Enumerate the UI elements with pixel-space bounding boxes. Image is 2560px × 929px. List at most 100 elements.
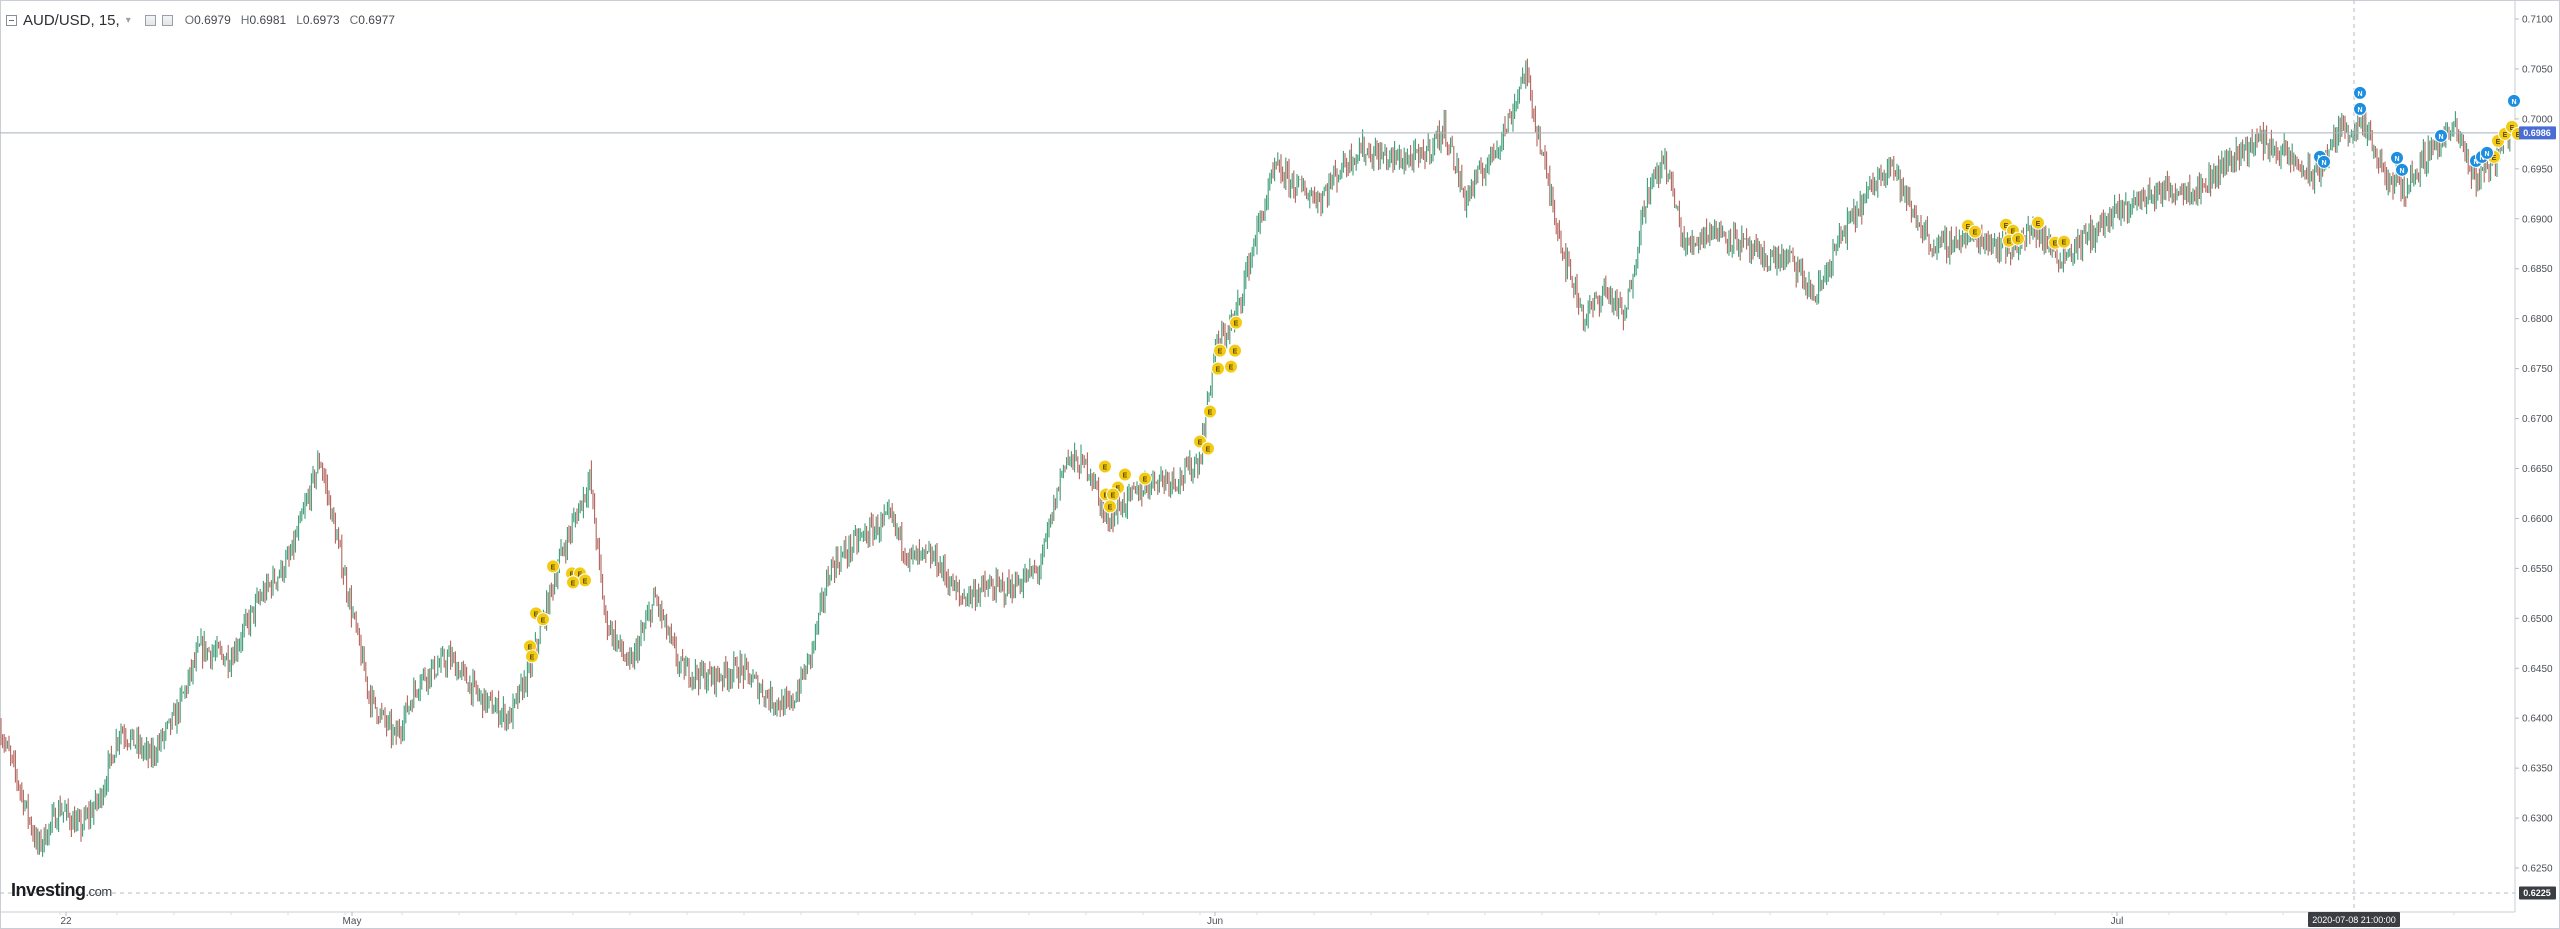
symbol-label[interactable]: AUD/USD, 15,	[23, 11, 120, 29]
close-value: 0.6977	[358, 13, 395, 27]
event-marker-label: E	[1116, 485, 1121, 492]
event-marker-label: E	[570, 571, 575, 578]
economic-event-marker[interactable]: E	[525, 649, 539, 664]
economic-marker-circle	[1968, 224, 1982, 239]
event-marker-label: E	[2062, 240, 2067, 247]
event-marker-label: E	[1111, 492, 1116, 499]
news-event-marker[interactable]: N	[2353, 101, 2367, 116]
high-label: H	[240, 13, 250, 27]
economic-event-marker[interactable]: E	[566, 575, 580, 590]
economic-event-marker[interactable]: E	[1228, 343, 1242, 358]
price-tick-label: 0.7000	[2522, 114, 2553, 125]
event-marker-label: E	[2004, 223, 2009, 230]
economic-marker-circle	[1228, 343, 1242, 358]
economic-event-marker[interactable]: E	[1968, 224, 1982, 239]
event-marker-label: E	[578, 571, 583, 578]
economic-event-marker[interactable]: E	[2011, 231, 2025, 246]
event-marker-label: N	[2394, 156, 2399, 163]
news-marker-circle	[2353, 101, 2367, 116]
economic-event-marker[interactable]: E	[1106, 487, 1120, 502]
economic-event-marker[interactable]: E	[1229, 315, 1243, 330]
economic-marker-circle	[1138, 471, 1152, 486]
event-marker-label: E	[1216, 367, 1221, 374]
event-marker-label: E	[1206, 447, 1211, 454]
ohlc-values: O0.6979 H0.6981 L0.6973 C0.6977	[185, 13, 395, 27]
event-marker-label: E	[541, 617, 546, 624]
economic-marker-circle	[1098, 459, 1112, 474]
economic-event-marker[interactable]: E	[1211, 361, 1225, 376]
chart-legend: AUD/USD, 15, ▾ O0.6979 H0.6981 L0.6973 C…	[6, 10, 395, 30]
economic-event-marker[interactable]: E	[1213, 343, 1227, 358]
news-marker-circle	[2480, 145, 2494, 160]
event-marker-label: E	[2016, 237, 2021, 244]
economic-event-marker[interactable]: E	[1138, 471, 1152, 486]
news-marker-circle	[2395, 162, 2409, 177]
time-axis-labels: 22 May Jun Jul	[59, 912, 2455, 927]
economic-event-marker[interactable]: E	[1201, 441, 1215, 456]
news-event-marker[interactable]: N	[2395, 162, 2409, 177]
event-marker-label: E	[528, 644, 533, 651]
economic-marker-circle	[566, 575, 580, 590]
news-event-marker[interactable]: N	[2317, 154, 2331, 169]
price-tick-label: 0.6850	[2522, 264, 2553, 275]
event-marker-label: E	[2492, 155, 2497, 162]
time-tick-label: 22	[60, 916, 72, 927]
event-marker-label: E	[1123, 472, 1128, 479]
crosshair-time-label: 2020-07-08 21:00:00	[2312, 915, 2396, 925]
economic-marker-circle	[1229, 315, 1243, 330]
economic-marker-circle	[1213, 343, 1227, 358]
chevron-down-icon[interactable]: ▾	[125, 14, 131, 26]
event-marker-label: E	[2036, 221, 2041, 228]
economic-event-marker[interactable]: E	[1193, 434, 1207, 449]
event-marker-label: E	[530, 654, 535, 661]
event-marker-label: N	[2321, 160, 2326, 167]
economic-event-marker[interactable]: E	[1098, 459, 1112, 474]
event-marker-label: N	[2357, 91, 2362, 98]
economic-event-marker[interactable]: E	[536, 612, 550, 627]
event-marker-label: E	[1103, 464, 1108, 471]
price-tick-label: 0.6700	[2522, 414, 2553, 425]
news-event-marker[interactable]: N	[2353, 85, 2367, 100]
economic-event-marker[interactable]: E	[2057, 234, 2071, 249]
news-marker-circle	[2434, 128, 2448, 143]
economic-event-marker[interactable]: E	[1203, 404, 1217, 419]
price-tick-label: 0.7050	[2522, 64, 2553, 75]
economic-event-marker[interactable]: E	[1118, 467, 1132, 482]
price-tick-label: 0.6550	[2522, 564, 2553, 575]
close-label: C	[349, 13, 359, 27]
event-marker-label: E	[2510, 125, 2515, 132]
event-marker-label: E	[2516, 132, 2521, 139]
news-event-marker[interactable]: N	[2507, 93, 2521, 108]
news-marker-circle	[2353, 85, 2367, 100]
economic-event-marker[interactable]: E	[2031, 215, 2045, 230]
news-marker-circle	[2507, 93, 2521, 108]
economic-event-marker[interactable]: E	[546, 559, 560, 574]
price-tick-label: 0.7100	[2522, 14, 2553, 25]
economic-event-marker[interactable]: E	[578, 573, 592, 588]
economic-marker-circle	[546, 559, 560, 574]
economic-event-marker[interactable]: E	[1103, 499, 1117, 514]
event-marker-label: E	[551, 564, 556, 571]
event-marker-label: E	[2053, 241, 2058, 248]
news-event-marker[interactable]: N	[2390, 150, 2404, 165]
time-tick-label: Jun	[1207, 916, 1223, 927]
news-event-marker[interactable]: N	[2434, 128, 2448, 143]
price-tick-label: 0.6650	[2522, 464, 2553, 475]
price-tick-label: 0.6250	[2522, 864, 2553, 875]
price-tick-label: 0.6500	[2522, 614, 2553, 625]
event-marker-label: E	[534, 611, 539, 618]
price-tick-label: 0.6450	[2522, 664, 2553, 675]
low-label: L	[296, 13, 303, 27]
economic-event-marker[interactable]: E	[1224, 359, 1238, 374]
news-event-marker[interactable]: N	[2480, 145, 2494, 160]
collapse-icon[interactable]	[6, 14, 17, 26]
event-marker-label: N	[2399, 168, 2404, 175]
price-tick-label: 0.6300	[2522, 814, 2553, 825]
hide-icon[interactable]	[161, 14, 173, 26]
candles-layer	[0, 58, 2512, 857]
settings-icon[interactable]	[144, 14, 156, 26]
event-marker-label: E	[1198, 440, 1203, 447]
event-marker-label: E	[2503, 132, 2508, 139]
